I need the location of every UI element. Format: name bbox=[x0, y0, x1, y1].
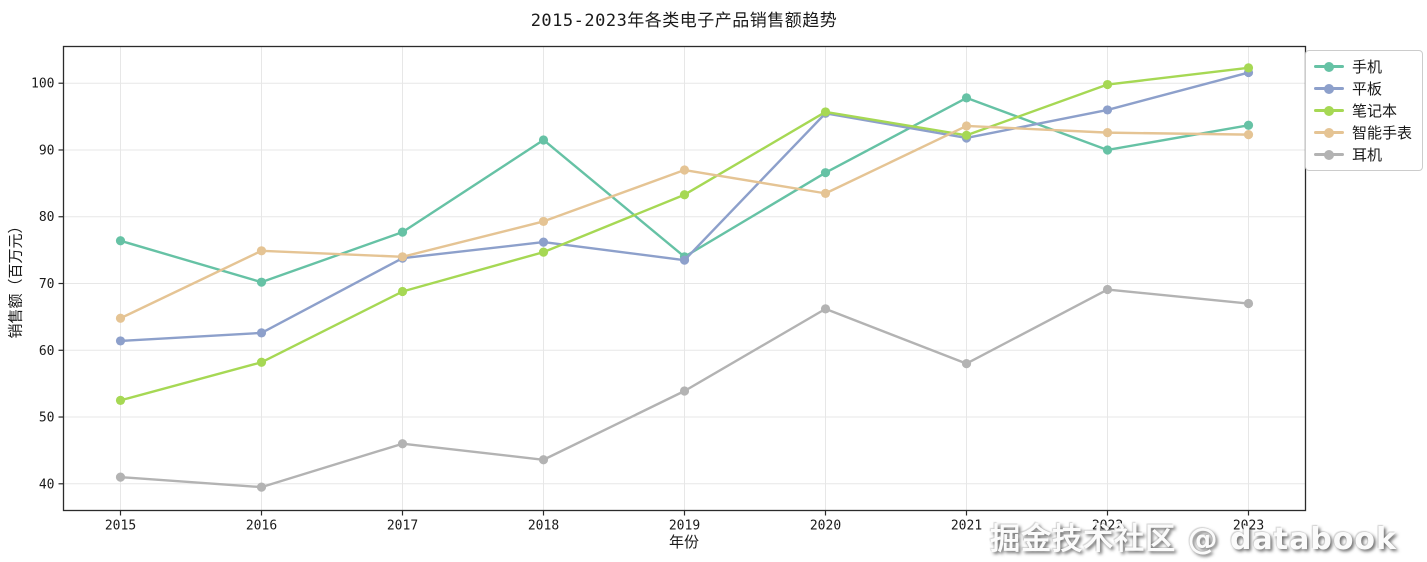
y-axis-label: 销售额（百万元） bbox=[6, 218, 25, 339]
legend-label: 手机 bbox=[1351, 58, 1382, 76]
data-point-耳机-2023 bbox=[1243, 298, 1254, 309]
data-point-耳机-2022 bbox=[1102, 284, 1113, 295]
data-point-耳机-2016 bbox=[256, 482, 267, 492]
y-tick-label: 100 bbox=[31, 77, 54, 92]
x-tick-label: 2023 bbox=[1233, 519, 1264, 534]
legend-item-耳机: 耳机 bbox=[1313, 145, 1412, 164]
data-point-智能手表-2023 bbox=[1243, 130, 1254, 140]
legend-label: 耳机 bbox=[1351, 146, 1382, 164]
data-point-平板-2019 bbox=[679, 255, 690, 265]
data-point-手机-2023 bbox=[1243, 120, 1254, 130]
data-point-平板-2018 bbox=[538, 237, 549, 247]
x-tick-label: 2020 bbox=[810, 519, 841, 534]
data-point-耳机-2018 bbox=[538, 455, 549, 465]
legend-item-平板: 平板 bbox=[1313, 79, 1412, 98]
legend-marker-icon bbox=[1313, 105, 1344, 116]
data-point-笔记本-2015 bbox=[115, 395, 126, 405]
y-tick-label: 50 bbox=[39, 411, 55, 426]
y-tick-label: 90 bbox=[39, 143, 55, 158]
data-point-手机-2015 bbox=[115, 236, 126, 246]
y-tick-label: 60 bbox=[39, 344, 55, 359]
data-point-耳机-2019 bbox=[679, 386, 690, 396]
y-tick-label: 80 bbox=[39, 210, 55, 225]
data-point-智能手表-2018 bbox=[538, 216, 549, 227]
data-point-智能手表-2017 bbox=[397, 252, 408, 262]
data-point-智能手表-2015 bbox=[115, 313, 126, 323]
data-point-智能手表-2022 bbox=[1102, 128, 1113, 138]
data-point-手机-2018 bbox=[538, 135, 549, 145]
data-point-手机-2016 bbox=[256, 277, 267, 287]
legend-marker-icon bbox=[1313, 83, 1344, 94]
x-tick-label: 2019 bbox=[669, 519, 700, 534]
y-tick-label: 40 bbox=[39, 477, 55, 492]
data-point-耳机-2015 bbox=[115, 472, 126, 482]
legend-label: 笔记本 bbox=[1351, 102, 1397, 120]
legend: 手机平板笔记本智能手表耳机 bbox=[1304, 50, 1423, 171]
data-point-笔记本-2020 bbox=[820, 107, 831, 117]
data-point-智能手表-2020 bbox=[820, 188, 831, 198]
data-point-平板-2022 bbox=[1102, 105, 1113, 115]
chart-title: 2015-2023年各类电子产品销售额趋势 bbox=[530, 11, 838, 31]
x-tick-label: 2018 bbox=[528, 519, 559, 534]
data-point-手机-2017 bbox=[397, 227, 408, 237]
x-tick-label: 2017 bbox=[387, 519, 418, 534]
legend-marker-icon bbox=[1313, 61, 1344, 72]
data-point-手机-2020 bbox=[820, 168, 831, 178]
data-point-耳机-2020 bbox=[820, 304, 831, 314]
data-point-笔记本-2017 bbox=[397, 286, 408, 297]
data-point-智能手表-2021 bbox=[961, 121, 972, 131]
legend-label: 智能手表 bbox=[1351, 124, 1412, 142]
legend-item-智能手表: 智能手表 bbox=[1313, 123, 1412, 142]
x-tick-label: 2016 bbox=[246, 519, 277, 534]
x-tick-label: 2022 bbox=[1092, 519, 1123, 534]
data-point-耳机-2017 bbox=[397, 439, 408, 449]
legend-item-笔记本: 笔记本 bbox=[1313, 101, 1412, 120]
data-point-智能手表-2016 bbox=[256, 246, 267, 256]
data-point-手机-2021 bbox=[961, 93, 972, 103]
data-point-耳机-2021 bbox=[961, 359, 972, 369]
y-tick-label: 70 bbox=[39, 277, 55, 292]
legend-item-手机: 手机 bbox=[1313, 57, 1412, 76]
legend-marker-icon bbox=[1313, 149, 1344, 160]
data-point-笔记本-2018 bbox=[538, 247, 549, 257]
data-point-笔记本-2023 bbox=[1243, 63, 1254, 73]
data-point-笔记本-2022 bbox=[1102, 79, 1113, 90]
data-point-平板-2015 bbox=[115, 336, 126, 346]
legend-marker-icon bbox=[1313, 127, 1344, 138]
x-tick-label: 2015 bbox=[105, 519, 136, 534]
x-axis-label: 年份 bbox=[668, 533, 699, 551]
data-point-笔记本-2019 bbox=[679, 190, 690, 200]
x-tick-label: 2021 bbox=[951, 519, 982, 534]
legend-label: 平板 bbox=[1351, 80, 1382, 98]
data-point-笔记本-2016 bbox=[256, 357, 267, 367]
data-point-手机-2022 bbox=[1102, 145, 1113, 155]
data-point-平板-2016 bbox=[256, 328, 267, 338]
data-point-智能手表-2019 bbox=[679, 165, 690, 175]
data-point-笔记本-2021 bbox=[961, 130, 972, 140]
